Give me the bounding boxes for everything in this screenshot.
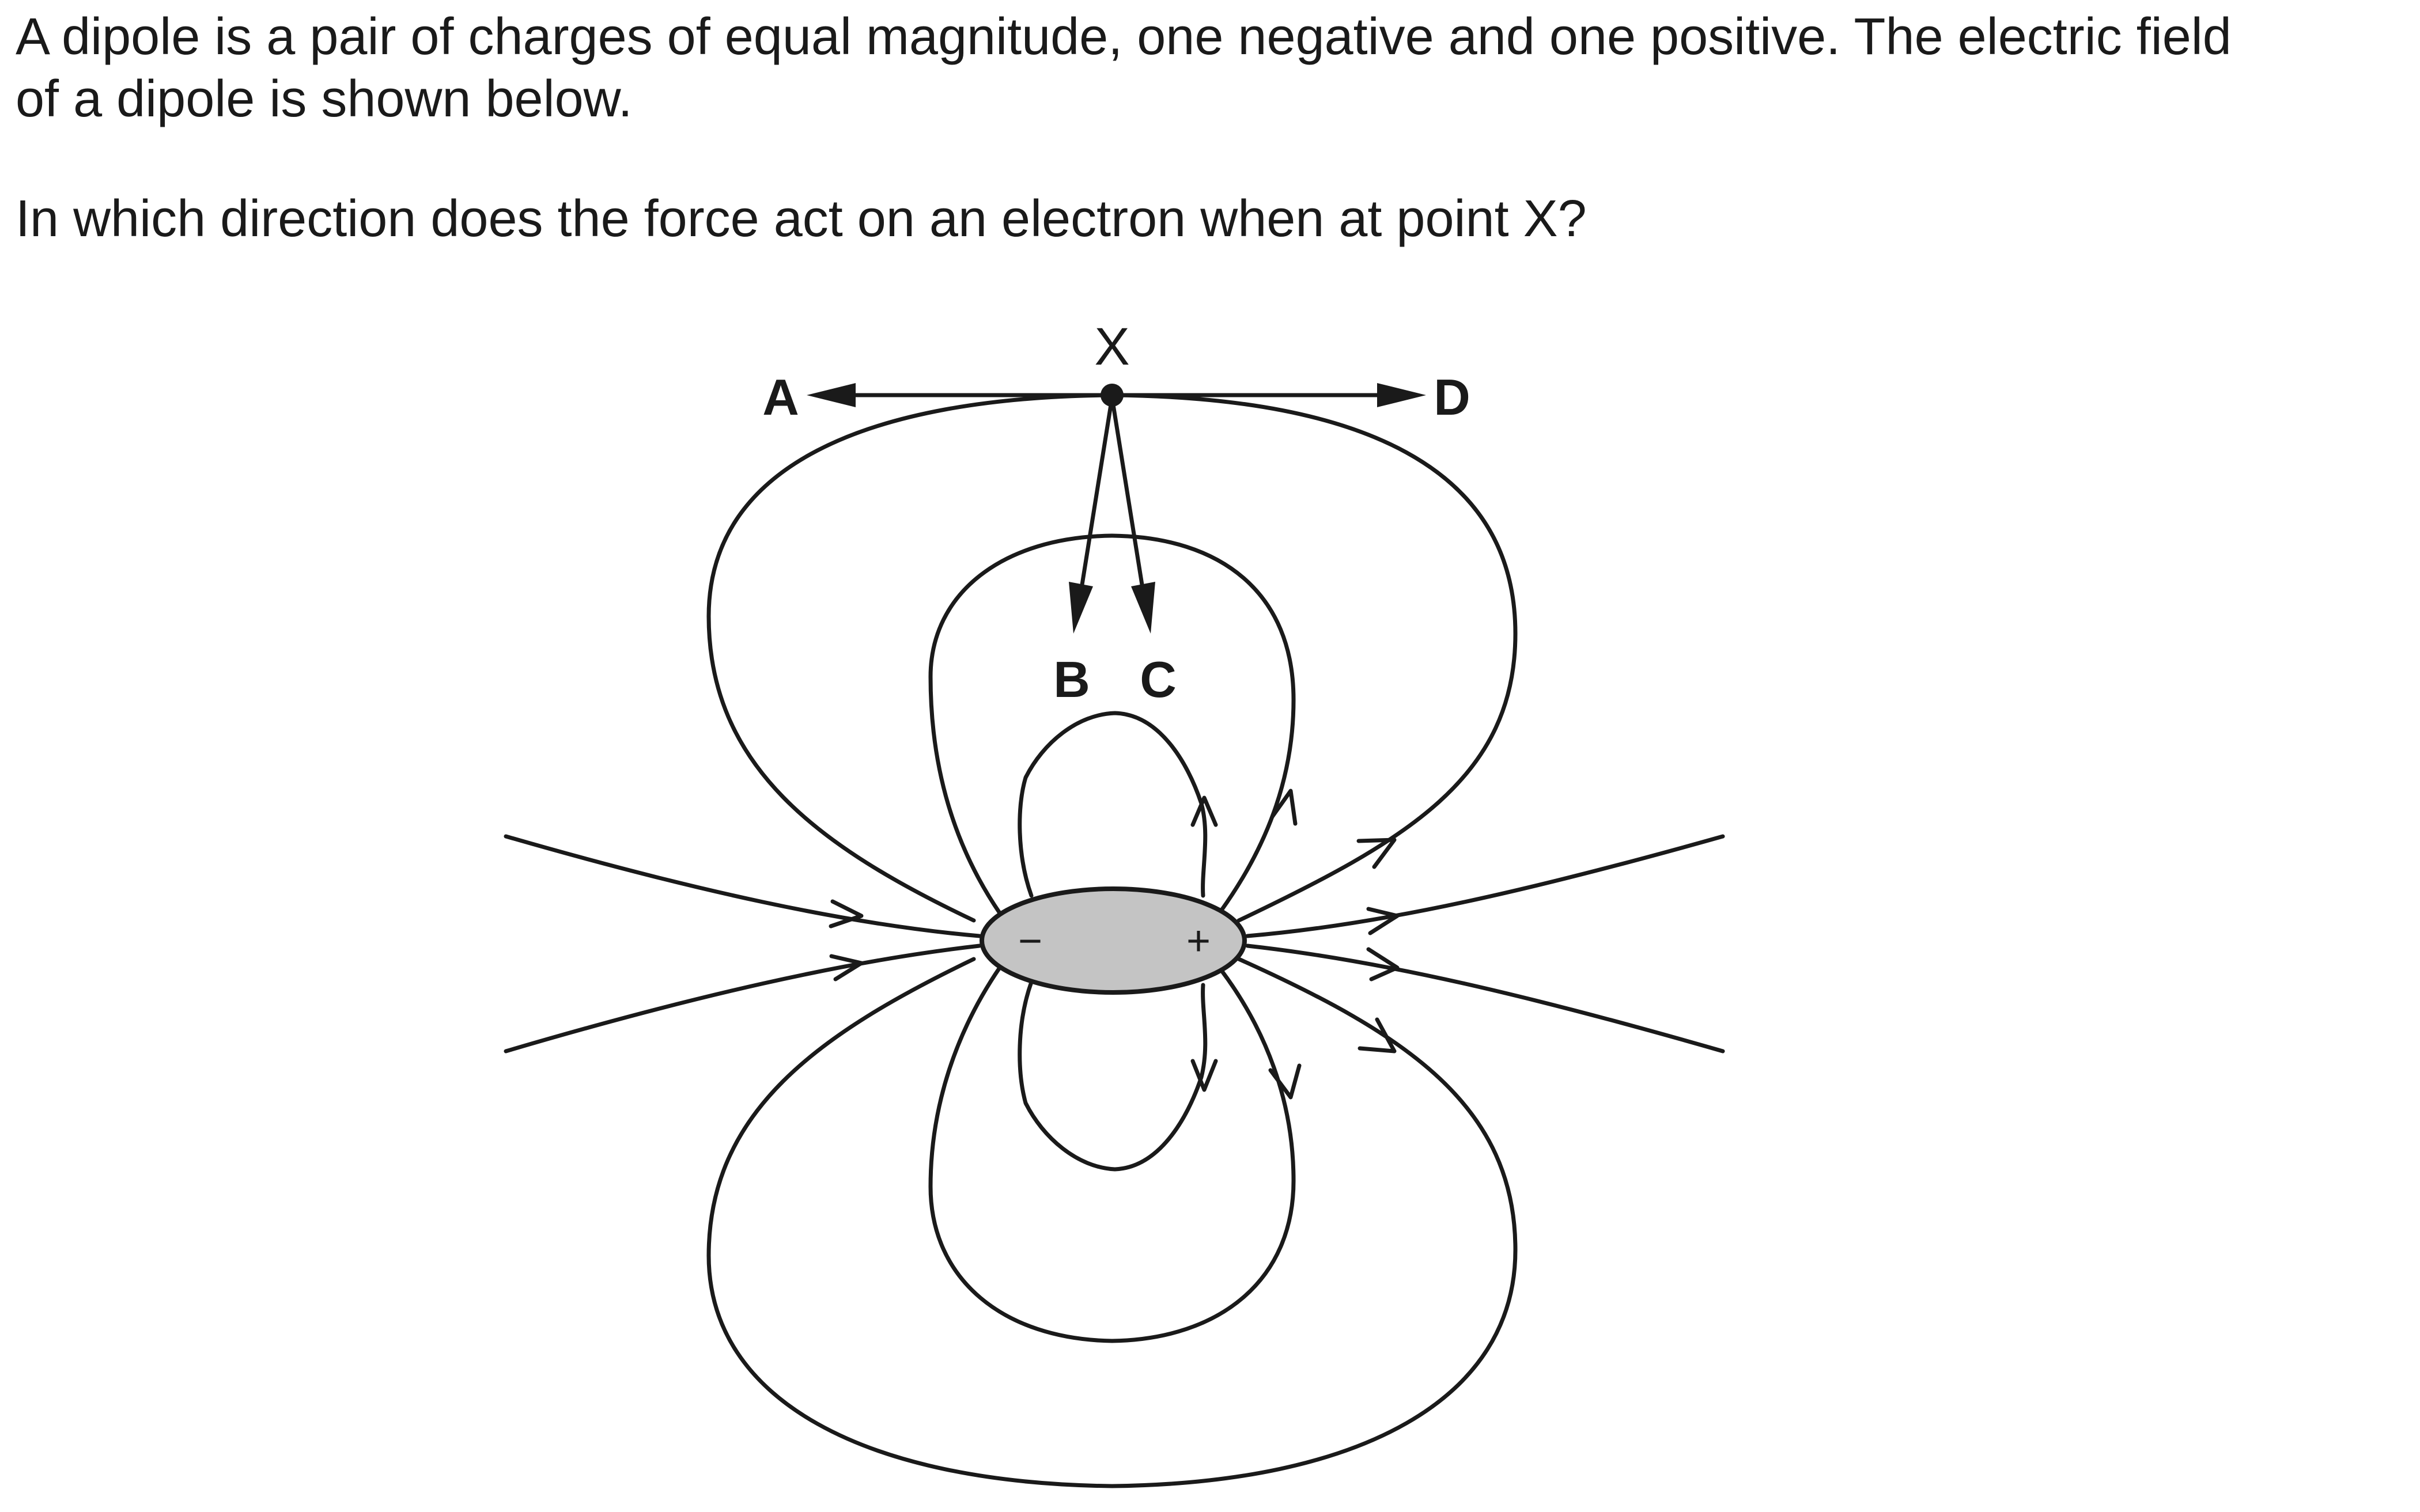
- question-line-1: A dipole is a pair of charges of equal m…: [16, 8, 2232, 66]
- option-label-d: D: [1434, 369, 1470, 426]
- field-line-left-lower: [504, 943, 982, 1054]
- field-line-right-upper: [1245, 834, 1725, 938]
- field-arrow-right-mid-up: [1366, 907, 1400, 935]
- option-arrow-c-head: [1131, 582, 1155, 634]
- option-arrow-d-head: [1377, 383, 1426, 407]
- field-arrow-left-lower: [829, 954, 864, 982]
- field-line-left-upper: [504, 834, 982, 938]
- negative-sign: −: [1018, 918, 1042, 964]
- option-label-a: A: [762, 369, 799, 426]
- field-arrow-middle-top-right: [1270, 789, 1298, 826]
- question-text: A dipole is a pair of charges of equal m…: [16, 6, 2378, 250]
- field-arrow-middle-bottom-right: [1268, 1063, 1302, 1100]
- option-label-c: C: [1140, 651, 1177, 708]
- field-arrow-inner-top-right: [1190, 795, 1218, 827]
- field-line-right-lower: [1245, 943, 1725, 1054]
- field-arrow-inner-bottom-right: [1190, 1059, 1218, 1092]
- field-arrow-outer-bottom-right: [1358, 1017, 1397, 1054]
- option-arrow-a-head: [807, 383, 856, 407]
- dipole-body: [980, 886, 1247, 995]
- field-line-middle-bottom: [928, 965, 1296, 1343]
- option-label-b: B: [1053, 651, 1090, 708]
- field-line-inner-bottom: [1018, 980, 1208, 1172]
- point-x-label: X: [1094, 317, 1129, 376]
- option-arrow-c-line: [1110, 395, 1144, 587]
- question-line-3: In which direction does the force act on…: [16, 190, 1587, 248]
- field-line-inner-top: [1018, 711, 1208, 898]
- field-line-middle-top: [928, 533, 1296, 915]
- field-arrow-outer-top-right: [1356, 838, 1397, 869]
- positive-sign: +: [1186, 918, 1211, 964]
- option-arrow-b-line: [1080, 395, 1114, 587]
- field-arrow-left-upper: [829, 899, 864, 929]
- point-x-dot: [1101, 384, 1124, 407]
- field-arrow-right-mid-down: [1366, 947, 1400, 982]
- question-line-2: of a dipole is shown below.: [16, 70, 633, 128]
- option-arrow-b-head: [1069, 582, 1093, 634]
- field-line-outer-bottom: [706, 957, 1518, 1488]
